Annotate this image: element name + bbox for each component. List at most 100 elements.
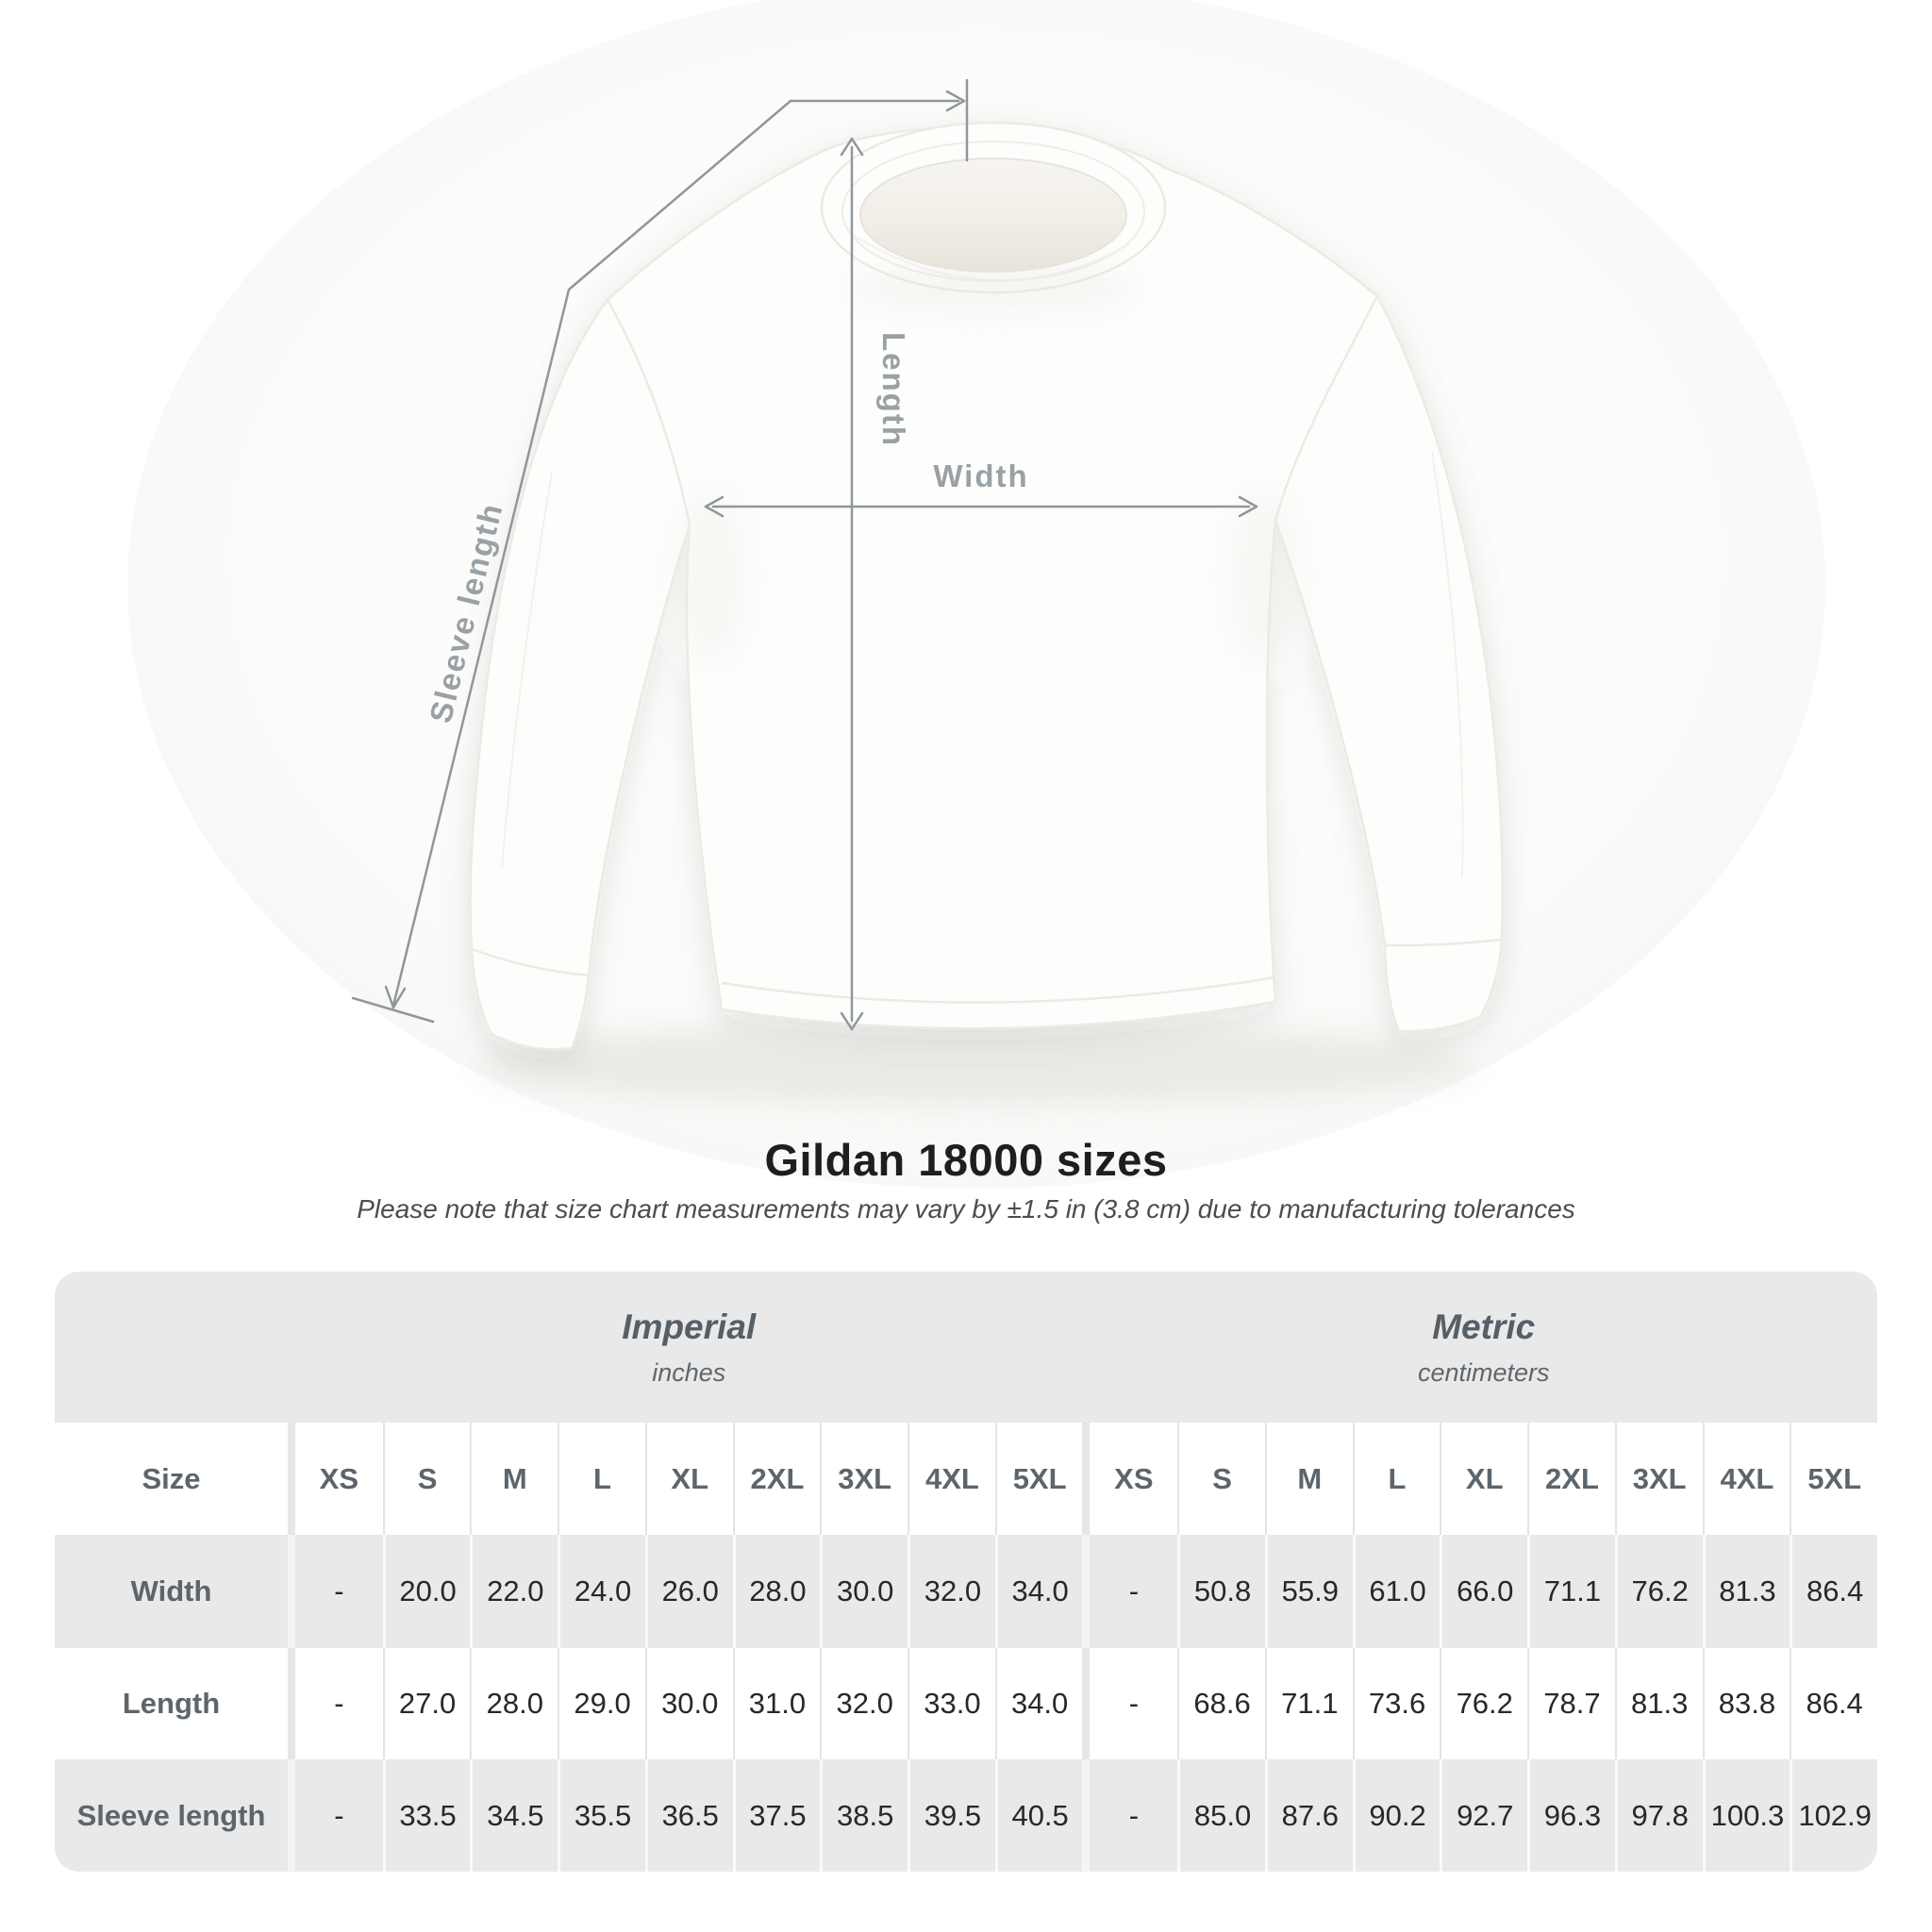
row-label: Sleeve length bbox=[55, 1759, 288, 1872]
size-header-imperial-xs: XS bbox=[295, 1423, 383, 1535]
value-cell-imperial: 31.0 bbox=[732, 1648, 821, 1759]
value-cell-metric: 97.8 bbox=[1614, 1759, 1703, 1872]
length-label: Length bbox=[876, 332, 911, 447]
value-cell-metric: 76.2 bbox=[1440, 1648, 1528, 1759]
unit-name: Metric bbox=[1432, 1307, 1536, 1346]
size-header-metric-xs: XS bbox=[1090, 1423, 1178, 1535]
size-table: Imperial inches Metric centimeters Size XS S M L… bbox=[55, 1272, 1877, 1872]
column-gap bbox=[288, 1648, 295, 1759]
value-cell-imperial: 37.5 bbox=[732, 1759, 821, 1872]
value-cell-imperial: 32.0 bbox=[908, 1535, 995, 1648]
value-cell-metric: 81.3 bbox=[1702, 1535, 1790, 1648]
value-cell-metric: 73.6 bbox=[1352, 1648, 1441, 1759]
size-header-imperial-xl: XL bbox=[644, 1423, 733, 1535]
unit-subtitle: inches bbox=[652, 1357, 726, 1387]
band-spacer bbox=[55, 1272, 295, 1423]
value-cell-metric: 86.4 bbox=[1790, 1648, 1877, 1759]
arrowhead-down-icon bbox=[840, 1011, 864, 1031]
value-cell-imperial: 39.5 bbox=[908, 1759, 995, 1872]
column-gap bbox=[288, 1759, 295, 1872]
value-cell-metric: 71.1 bbox=[1527, 1535, 1615, 1648]
size-header-imperial-5xl: 5XL bbox=[994, 1423, 1083, 1535]
value-cell-metric: 90.2 bbox=[1352, 1759, 1441, 1872]
value-cell-metric: 100.3 bbox=[1702, 1759, 1790, 1872]
value-cell-imperial: 36.5 bbox=[644, 1759, 733, 1872]
value-cell-metric: 71.1 bbox=[1264, 1648, 1353, 1759]
value-cell-metric: 83.8 bbox=[1702, 1648, 1790, 1759]
value-cell-imperial: 30.0 bbox=[644, 1648, 733, 1759]
size-header-metric-2xl: 2XL bbox=[1527, 1423, 1615, 1535]
row-label: Width bbox=[55, 1535, 288, 1648]
size-header-metric-4xl: 4XL bbox=[1702, 1423, 1790, 1535]
value-cell-metric: - bbox=[1090, 1648, 1178, 1759]
size-header-imperial-s: S bbox=[382, 1423, 471, 1535]
size-header-metric-s: S bbox=[1177, 1423, 1265, 1535]
size-column-header: Size bbox=[55, 1423, 288, 1535]
arrowhead-left-icon bbox=[704, 495, 724, 518]
size-header-metric-xl: XL bbox=[1440, 1423, 1528, 1535]
column-gap bbox=[288, 1423, 295, 1535]
cuff-tick bbox=[351, 996, 435, 1024]
value-cell-metric: 87.6 bbox=[1264, 1759, 1353, 1872]
value-cell-metric: 61.0 bbox=[1352, 1535, 1441, 1648]
garment-seams bbox=[471, 295, 1503, 1004]
value-cell-imperial: - bbox=[295, 1535, 383, 1648]
value-cell-imperial: 24.0 bbox=[558, 1535, 645, 1648]
column-gap bbox=[288, 1535, 295, 1648]
value-cell-imperial: - bbox=[295, 1648, 383, 1759]
value-cell-metric: 85.0 bbox=[1177, 1759, 1265, 1872]
value-cell-metric: 96.3 bbox=[1527, 1759, 1615, 1872]
arrowhead-down-icon bbox=[384, 985, 407, 1009]
unit-gap bbox=[1082, 1535, 1091, 1648]
row-label: Length bbox=[55, 1648, 288, 1759]
unit-subtitle: centimeters bbox=[1417, 1357, 1550, 1387]
value-cell-imperial: 38.5 bbox=[820, 1759, 908, 1872]
value-cell-metric: 55.9 bbox=[1264, 1535, 1353, 1648]
value-cell-metric: 50.8 bbox=[1177, 1535, 1265, 1648]
value-cell-metric: 68.6 bbox=[1177, 1648, 1265, 1759]
size-header-imperial-l: L bbox=[558, 1423, 645, 1535]
unit-group-metric: Metric centimeters bbox=[1090, 1272, 1877, 1423]
value-cell-imperial: 29.0 bbox=[558, 1648, 645, 1759]
length-line bbox=[840, 137, 864, 1031]
unit-gap bbox=[1082, 1648, 1091, 1759]
arrowhead-up-icon bbox=[840, 137, 864, 157]
value-cell-imperial: 30.0 bbox=[820, 1535, 908, 1648]
unit-gap bbox=[1082, 1423, 1091, 1535]
value-cell-imperial: 35.5 bbox=[558, 1759, 645, 1872]
band-gap bbox=[1082, 1272, 1091, 1423]
value-cell-imperial: 28.0 bbox=[732, 1535, 821, 1648]
sweatshirt-illustration bbox=[469, 121, 1505, 1051]
value-cell-metric: 76.2 bbox=[1614, 1535, 1703, 1648]
value-cell-metric: 66.0 bbox=[1440, 1535, 1528, 1648]
size-header-metric-5xl: 5XL bbox=[1790, 1423, 1877, 1535]
value-cell-metric: 86.4 bbox=[1790, 1535, 1877, 1648]
sweatshirt-body bbox=[469, 125, 1505, 1051]
size-header-imperial-2xl: 2XL bbox=[732, 1423, 821, 1535]
size-header-metric-m: M bbox=[1264, 1423, 1353, 1535]
page-title: Gildan 18000 sizes bbox=[764, 1135, 1168, 1185]
size-header-metric-3xl: 3XL bbox=[1614, 1423, 1703, 1535]
value-cell-metric: 102.9 bbox=[1790, 1759, 1877, 1872]
sleeve-length-line bbox=[351, 78, 969, 1024]
value-cell-imperial: 27.0 bbox=[382, 1648, 471, 1759]
page-subtitle: Please note that size chart measurements… bbox=[357, 1194, 1575, 1224]
value-cell-imperial: 33.0 bbox=[908, 1648, 995, 1759]
value-cell-imperial: 28.0 bbox=[470, 1648, 558, 1759]
value-cell-imperial: - bbox=[295, 1759, 383, 1872]
size-header-metric-l: L bbox=[1352, 1423, 1441, 1535]
value-cell-metric: - bbox=[1090, 1759, 1178, 1872]
value-cell-metric: - bbox=[1090, 1535, 1178, 1648]
unit-name: Imperial bbox=[622, 1307, 757, 1346]
value-cell-metric: 78.7 bbox=[1527, 1648, 1615, 1759]
value-cell-imperial: 22.0 bbox=[470, 1535, 558, 1648]
fabric-shading bbox=[680, 265, 1296, 660]
value-cell-imperial: 20.0 bbox=[382, 1535, 471, 1648]
collar-opening bbox=[859, 158, 1127, 273]
size-header-imperial-4xl: 4XL bbox=[908, 1423, 995, 1535]
width-line bbox=[704, 495, 1258, 518]
value-cell-metric: 92.7 bbox=[1440, 1759, 1528, 1872]
value-cell-imperial: 34.0 bbox=[994, 1648, 1083, 1759]
value-cell-metric: 81.3 bbox=[1614, 1648, 1703, 1759]
